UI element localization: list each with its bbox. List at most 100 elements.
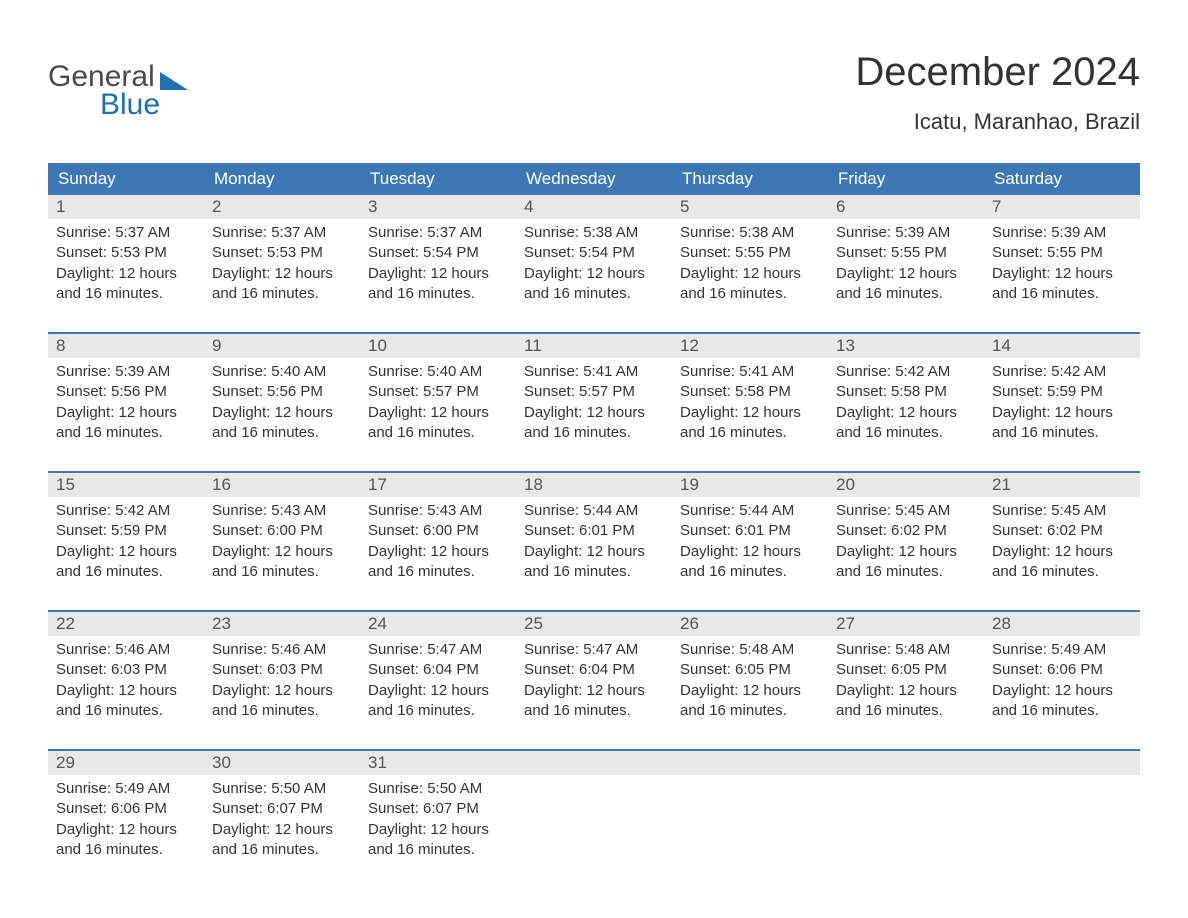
weekday-label: Friday xyxy=(828,163,984,195)
daylight-line: Daylight: 12 hours and 16 minutes. xyxy=(368,820,508,861)
daylight-line: Daylight: 12 hours and 16 minutes. xyxy=(56,542,196,583)
daynum-row: 891011121314 xyxy=(48,334,1140,358)
logo-text-blue: Blue xyxy=(100,88,188,122)
weekday-label: Saturday xyxy=(984,163,1140,195)
weekday-label: Wednesday xyxy=(516,163,672,195)
month-title: December 2024 xyxy=(855,50,1140,95)
daylight-line: Daylight: 12 hours and 16 minutes. xyxy=(992,403,1132,444)
day-cell: Sunrise: 5:40 AMSunset: 5:57 PMDaylight:… xyxy=(360,358,516,449)
daynum-row: 1234567 xyxy=(48,195,1140,219)
logo-flag-icon xyxy=(160,70,188,90)
weekday-header: SundayMondayTuesdayWednesdayThursdayFrid… xyxy=(48,163,1140,195)
day-number: 2 xyxy=(204,195,360,219)
daylight-line: Daylight: 12 hours and 16 minutes. xyxy=(56,820,196,861)
day-cell: Sunrise: 5:42 AMSunset: 5:59 PMDaylight:… xyxy=(48,497,204,588)
day-cell: Sunrise: 5:45 AMSunset: 6:02 PMDaylight:… xyxy=(828,497,984,588)
daynum-row: 22232425262728 xyxy=(48,612,1140,636)
daylight-line: Daylight: 12 hours and 16 minutes. xyxy=(368,542,508,583)
sunrise-line: Sunrise: 5:40 AM xyxy=(212,362,352,382)
sunset-line: Sunset: 6:01 PM xyxy=(680,521,820,541)
sunset-line: Sunset: 5:57 PM xyxy=(524,382,664,402)
sunset-line: Sunset: 5:55 PM xyxy=(680,243,820,263)
sunset-line: Sunset: 6:00 PM xyxy=(212,521,352,541)
sunset-line: Sunset: 6:02 PM xyxy=(836,521,976,541)
day-number: 25 xyxy=(516,612,672,636)
day-number: 8 xyxy=(48,334,204,358)
sunset-line: Sunset: 5:53 PM xyxy=(212,243,352,263)
sunset-line: Sunset: 5:59 PM xyxy=(56,521,196,541)
sunrise-line: Sunrise: 5:39 AM xyxy=(56,362,196,382)
day-number: 13 xyxy=(828,334,984,358)
day-number: 24 xyxy=(360,612,516,636)
daylight-line: Daylight: 12 hours and 16 minutes. xyxy=(524,264,664,305)
daylight-line: Daylight: 12 hours and 16 minutes. xyxy=(680,542,820,583)
sunrise-line: Sunrise: 5:50 AM xyxy=(212,779,352,799)
day-number: 11 xyxy=(516,334,672,358)
weekday-label: Monday xyxy=(204,163,360,195)
sunrise-line: Sunrise: 5:37 AM xyxy=(56,223,196,243)
day-cell: Sunrise: 5:50 AMSunset: 6:07 PMDaylight:… xyxy=(360,775,516,866)
sunrise-line: Sunrise: 5:48 AM xyxy=(680,640,820,660)
day-cell xyxy=(516,775,672,866)
sunrise-line: Sunrise: 5:46 AM xyxy=(212,640,352,660)
sunset-line: Sunset: 6:05 PM xyxy=(836,660,976,680)
day-cell: Sunrise: 5:40 AMSunset: 5:56 PMDaylight:… xyxy=(204,358,360,449)
day-cell: Sunrise: 5:39 AMSunset: 5:56 PMDaylight:… xyxy=(48,358,204,449)
day-number: 10 xyxy=(360,334,516,358)
day-cell: Sunrise: 5:49 AMSunset: 6:06 PMDaylight:… xyxy=(48,775,204,866)
day-number: 9 xyxy=(204,334,360,358)
daylight-line: Daylight: 12 hours and 16 minutes. xyxy=(836,681,976,722)
daylight-line: Daylight: 12 hours and 16 minutes. xyxy=(56,681,196,722)
sunset-line: Sunset: 5:57 PM xyxy=(368,382,508,402)
day-number: 30 xyxy=(204,751,360,775)
daylight-line: Daylight: 12 hours and 16 minutes. xyxy=(56,264,196,305)
sunrise-line: Sunrise: 5:42 AM xyxy=(992,362,1132,382)
sunrise-line: Sunrise: 5:41 AM xyxy=(680,362,820,382)
sunset-line: Sunset: 5:54 PM xyxy=(524,243,664,263)
day-number: 27 xyxy=(828,612,984,636)
daylight-line: Daylight: 12 hours and 16 minutes. xyxy=(680,681,820,722)
daynum-row: 15161718192021 xyxy=(48,473,1140,497)
day-number: 18 xyxy=(516,473,672,497)
daylight-line: Daylight: 12 hours and 16 minutes. xyxy=(680,264,820,305)
day-cell: Sunrise: 5:39 AMSunset: 5:55 PMDaylight:… xyxy=(984,219,1140,310)
sunset-line: Sunset: 5:54 PM xyxy=(368,243,508,263)
sunrise-line: Sunrise: 5:37 AM xyxy=(212,223,352,243)
week-row: 293031Sunrise: 5:49 AMSunset: 6:06 PMDay… xyxy=(48,749,1140,866)
sunrise-line: Sunrise: 5:49 AM xyxy=(56,779,196,799)
sunset-line: Sunset: 6:03 PM xyxy=(56,660,196,680)
daylight-line: Daylight: 12 hours and 16 minutes. xyxy=(212,264,352,305)
sunrise-line: Sunrise: 5:47 AM xyxy=(524,640,664,660)
week-row: 15161718192021Sunrise: 5:42 AMSunset: 5:… xyxy=(48,471,1140,588)
day-number: 15 xyxy=(48,473,204,497)
day-number xyxy=(828,751,984,775)
sunset-line: Sunset: 5:59 PM xyxy=(992,382,1132,402)
sunset-line: Sunset: 5:55 PM xyxy=(836,243,976,263)
day-cell: Sunrise: 5:43 AMSunset: 6:00 PMDaylight:… xyxy=(204,497,360,588)
daylight-line: Daylight: 12 hours and 16 minutes. xyxy=(368,681,508,722)
day-number: 17 xyxy=(360,473,516,497)
sunrise-line: Sunrise: 5:46 AM xyxy=(56,640,196,660)
day-cell: Sunrise: 5:37 AMSunset: 5:54 PMDaylight:… xyxy=(360,219,516,310)
daylight-line: Daylight: 12 hours and 16 minutes. xyxy=(56,403,196,444)
daylight-line: Daylight: 12 hours and 16 minutes. xyxy=(992,681,1132,722)
sunrise-line: Sunrise: 5:47 AM xyxy=(368,640,508,660)
daylight-line: Daylight: 12 hours and 16 minutes. xyxy=(992,542,1132,583)
daylight-line: Daylight: 12 hours and 16 minutes. xyxy=(368,403,508,444)
day-cell: Sunrise: 5:39 AMSunset: 5:55 PMDaylight:… xyxy=(828,219,984,310)
daylight-line: Daylight: 12 hours and 16 minutes. xyxy=(368,264,508,305)
day-cell: Sunrise: 5:48 AMSunset: 6:05 PMDaylight:… xyxy=(672,636,828,727)
week-row: 1234567Sunrise: 5:37 AMSunset: 5:53 PMDa… xyxy=(48,195,1140,310)
sunrise-line: Sunrise: 5:44 AM xyxy=(680,501,820,521)
daylight-line: Daylight: 12 hours and 16 minutes. xyxy=(212,820,352,861)
weekday-label: Sunday xyxy=(48,163,204,195)
day-cell: Sunrise: 5:46 AMSunset: 6:03 PMDaylight:… xyxy=(48,636,204,727)
day-number: 6 xyxy=(828,195,984,219)
sunrise-line: Sunrise: 5:41 AM xyxy=(524,362,664,382)
sunrise-line: Sunrise: 5:45 AM xyxy=(836,501,976,521)
day-number: 3 xyxy=(360,195,516,219)
sunset-line: Sunset: 6:00 PM xyxy=(368,521,508,541)
sunset-line: Sunset: 5:56 PM xyxy=(56,382,196,402)
day-cell: Sunrise: 5:47 AMSunset: 6:04 PMDaylight:… xyxy=(516,636,672,727)
calendar: SundayMondayTuesdayWednesdayThursdayFrid… xyxy=(48,163,1140,866)
